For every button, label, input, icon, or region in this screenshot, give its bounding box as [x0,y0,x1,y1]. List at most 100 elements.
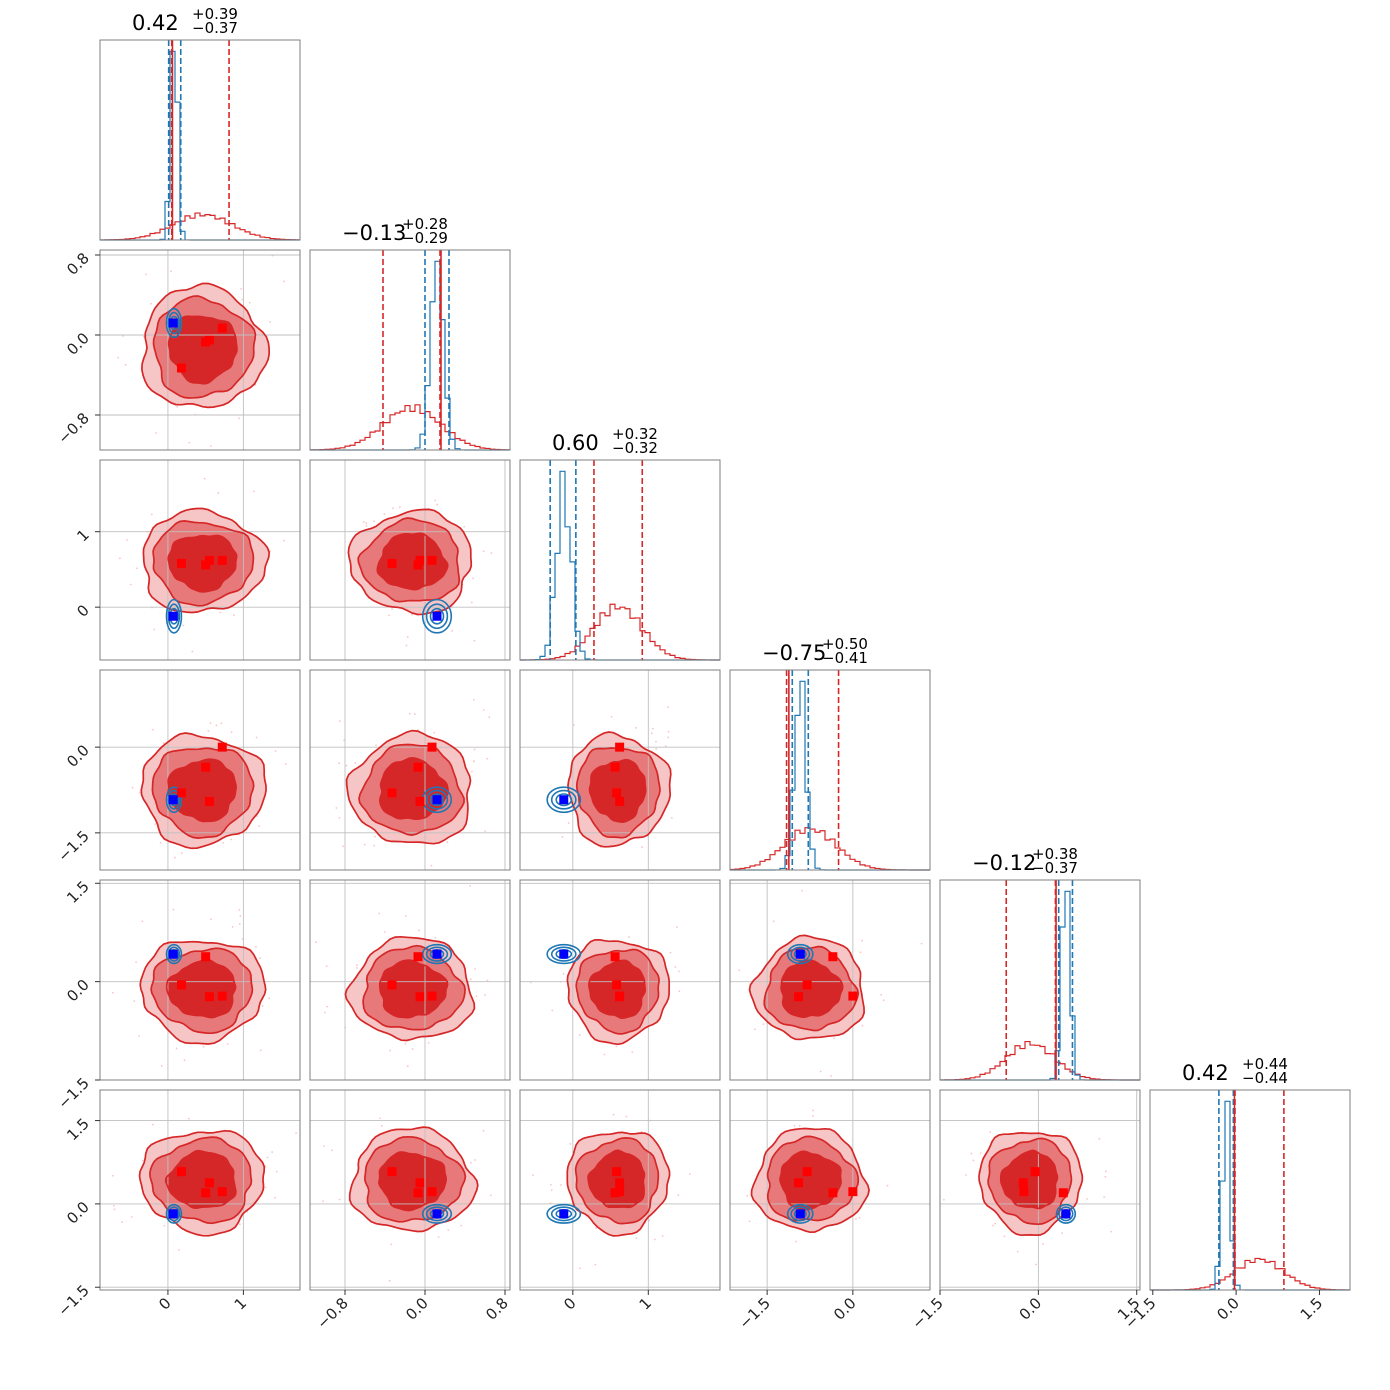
sample-dot [801,889,803,892]
x-tick-label: 0.0 [1016,1294,1046,1324]
sample-dot [667,730,670,733]
sample-dot [210,918,212,921]
sample-dot [118,557,121,560]
sample-dot [172,908,175,911]
sample-dot [746,1194,749,1197]
red-contour-line [999,1149,1059,1210]
sample-dot [561,836,564,838]
sample-dot [174,856,176,859]
sample-dot [180,852,183,855]
sample-dot [264,1186,267,1189]
red-marker [177,558,187,568]
sample-dot [970,1152,973,1155]
panel-frame [309,249,511,451]
blue-contour-line [167,946,181,962]
diagonal-title-minus: −0.41 [822,649,868,667]
sample-dot [390,1243,393,1246]
sample-dot [182,624,184,627]
sample-dot [979,1152,982,1154]
red-marker [615,796,625,806]
sample-dot [855,1217,857,1220]
blue-contour-line [421,598,453,634]
blue-histogram [730,680,930,871]
sample-dot [178,1249,180,1251]
red-marker [204,335,214,345]
sample-dot [610,715,613,718]
y-tick-label: −1.5 [54,827,92,865]
red-marker [413,560,423,570]
sample-dot [113,1208,116,1211]
red-contour-line [152,295,257,399]
sample-dot [239,914,242,917]
red-contour-line [378,959,449,1019]
sample-dot [219,611,222,614]
sample-dot [365,522,368,525]
sample-dot [136,567,138,570]
red-contour-line [142,507,271,614]
red-marker [387,788,397,798]
sample-dot [362,521,365,523]
diagonal-title-value: 0.42 [132,11,179,35]
diagonal-title-minus: −0.37 [192,19,238,37]
y-tick-label: −0.8 [54,409,92,447]
diagonal-title-value: 0.42 [1182,1061,1229,1085]
sample-dot [142,335,145,338]
sample-dot [215,724,218,727]
red-contour-line [167,315,238,385]
red-marker [217,555,227,565]
blue-contour-line [550,1206,577,1222]
sample-dot [489,1194,492,1197]
red-marker [1030,1167,1040,1177]
sample-dot [482,708,485,711]
sample-dot [391,608,394,610]
sample-dot [650,732,653,735]
y-tick-label: 0.8 [63,249,93,279]
red-marker [204,796,214,806]
red-marker [615,1178,625,1188]
sample-dot [1041,1242,1044,1245]
sample-dot [994,1222,997,1225]
frames-layer [95,39,1351,1295]
sample-dot [326,1005,329,1008]
sample-dot [383,513,386,515]
sample-dot [354,762,357,765]
sample-dot [482,550,485,553]
sample-dot [230,731,233,734]
sample-dot [121,1221,123,1224]
red-marker [387,1167,397,1177]
sample-dot [380,1124,383,1127]
x-tick-label: −1.5 [908,1294,946,1332]
sample-dot [338,762,341,765]
sample-dot [126,539,128,541]
red-histogram [1150,1257,1350,1291]
y-tick-label: 0.0 [63,1198,93,1228]
blue-marker [432,611,442,621]
blue-histogram [940,890,1140,1081]
blue-marker [559,949,569,959]
sample-dot [615,1045,618,1048]
sample-dot [345,764,348,767]
red-contour-line [150,947,254,1035]
panel-frame [519,459,721,661]
sample-dot [661,1234,664,1237]
red-contour-line [566,938,671,1046]
red-marker [615,742,625,752]
sample-dot [434,936,437,939]
blue-contour-line [167,603,181,630]
x-tick-label: 1 [636,1294,655,1313]
sample-dot [859,951,862,954]
red-marker [413,762,423,772]
blue-contour-line [167,789,181,810]
sample-dot [170,270,173,273]
sample-dot [625,1115,628,1118]
sample-dot [569,1142,572,1145]
sample-dot [475,995,478,998]
sample-dot [383,930,386,933]
red-contour-line [587,959,647,1020]
sample-dot [137,1034,140,1037]
sample-dot [469,978,472,981]
blue-contour-line [167,1206,181,1222]
blue-marker [168,1209,178,1219]
sample-dot [255,736,258,739]
sample-dot [488,716,491,719]
